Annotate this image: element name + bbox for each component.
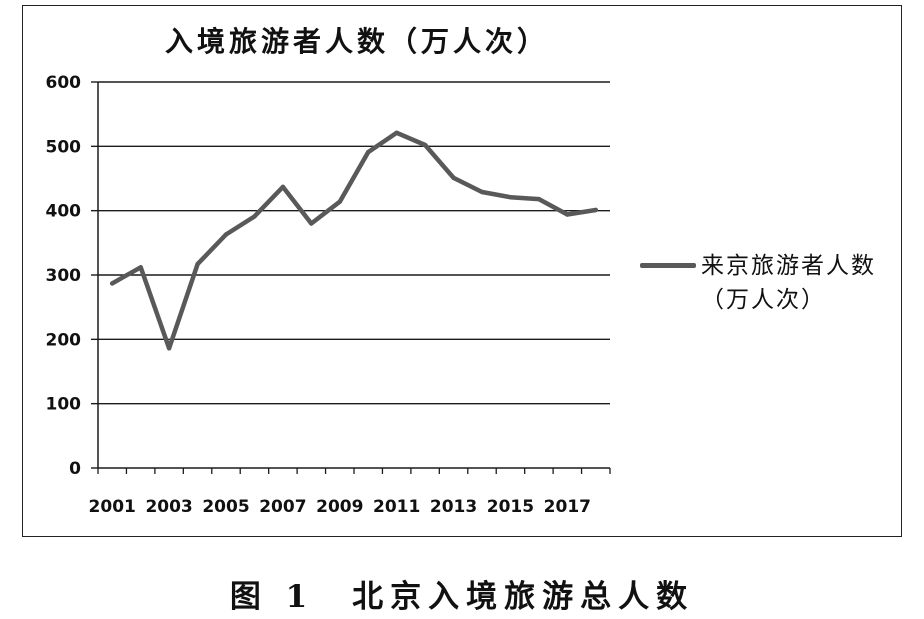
data-point-2002 xyxy=(138,265,143,270)
x-tick-label-2013: 2013 xyxy=(430,497,477,517)
x-tick-labels: 2001 2003 2005 2007 2009 2011 2013 2015 2017 xyxy=(89,497,591,517)
gridlines xyxy=(98,81,610,405)
series-line-0 xyxy=(109,130,599,351)
x-tick-label-2007: 2007 xyxy=(259,497,306,517)
x-tick-label-2011: 2011 xyxy=(373,497,420,517)
y-axis-ticks xyxy=(91,81,98,469)
y-tick-label-200: 200 xyxy=(46,330,82,350)
x-tick-label-2009: 2009 xyxy=(316,497,363,517)
data-point-2008 xyxy=(309,221,314,226)
data-point-2011 xyxy=(394,130,399,135)
chart-title: 入境旅游者人数（万人次） xyxy=(165,25,550,58)
data-point-2018 xyxy=(593,207,598,213)
data-point-2006 xyxy=(252,214,257,219)
x-tick-label-2015: 2015 xyxy=(487,497,534,517)
x-tick-label-2001: 2001 xyxy=(89,497,136,517)
data-point-2007 xyxy=(280,184,286,190)
data-point-2001 xyxy=(110,281,115,286)
data-point-2013 xyxy=(451,175,456,181)
data-point-2004 xyxy=(195,261,200,267)
y-tick-label-500: 500 xyxy=(46,137,82,157)
data-point-2005 xyxy=(223,232,229,237)
x-axis-ticks xyxy=(97,468,611,474)
series-layer xyxy=(109,130,599,351)
data-point-2015 xyxy=(508,195,513,200)
data-point-2014 xyxy=(479,189,485,195)
y-tick-label-0: 0 xyxy=(69,459,81,479)
data-point-2016 xyxy=(536,196,542,202)
figure-caption: 图 1 北京入境旅游总人数 xyxy=(229,579,695,615)
data-point-2010 xyxy=(366,149,371,155)
data-point-2012 xyxy=(422,142,428,148)
chart-frame xyxy=(22,5,902,537)
line-chart: 0 100 200 300 400 500 600 2001 2003 2005 2007 2009… xyxy=(46,73,611,517)
x-tick-label-2003: 2003 xyxy=(145,497,192,517)
legend-swatch xyxy=(640,263,696,268)
y-tick-label-600: 600 xyxy=(46,73,82,93)
y-tick-label-300: 300 xyxy=(46,266,82,286)
data-point-2009 xyxy=(337,199,342,204)
y-tick-label-100: 100 xyxy=(46,395,82,415)
x-tick-label-2017: 2017 xyxy=(544,497,591,517)
x-tick-label-2005: 2005 xyxy=(202,497,249,517)
y-tick-label-400: 400 xyxy=(46,202,82,222)
legend-label: 来京旅游者人数（万人次） xyxy=(701,253,876,313)
y-tick-labels: 0 100 200 300 400 500 600 xyxy=(46,73,82,479)
data-point-2017 xyxy=(565,212,570,217)
data-point-2003 xyxy=(166,346,172,351)
